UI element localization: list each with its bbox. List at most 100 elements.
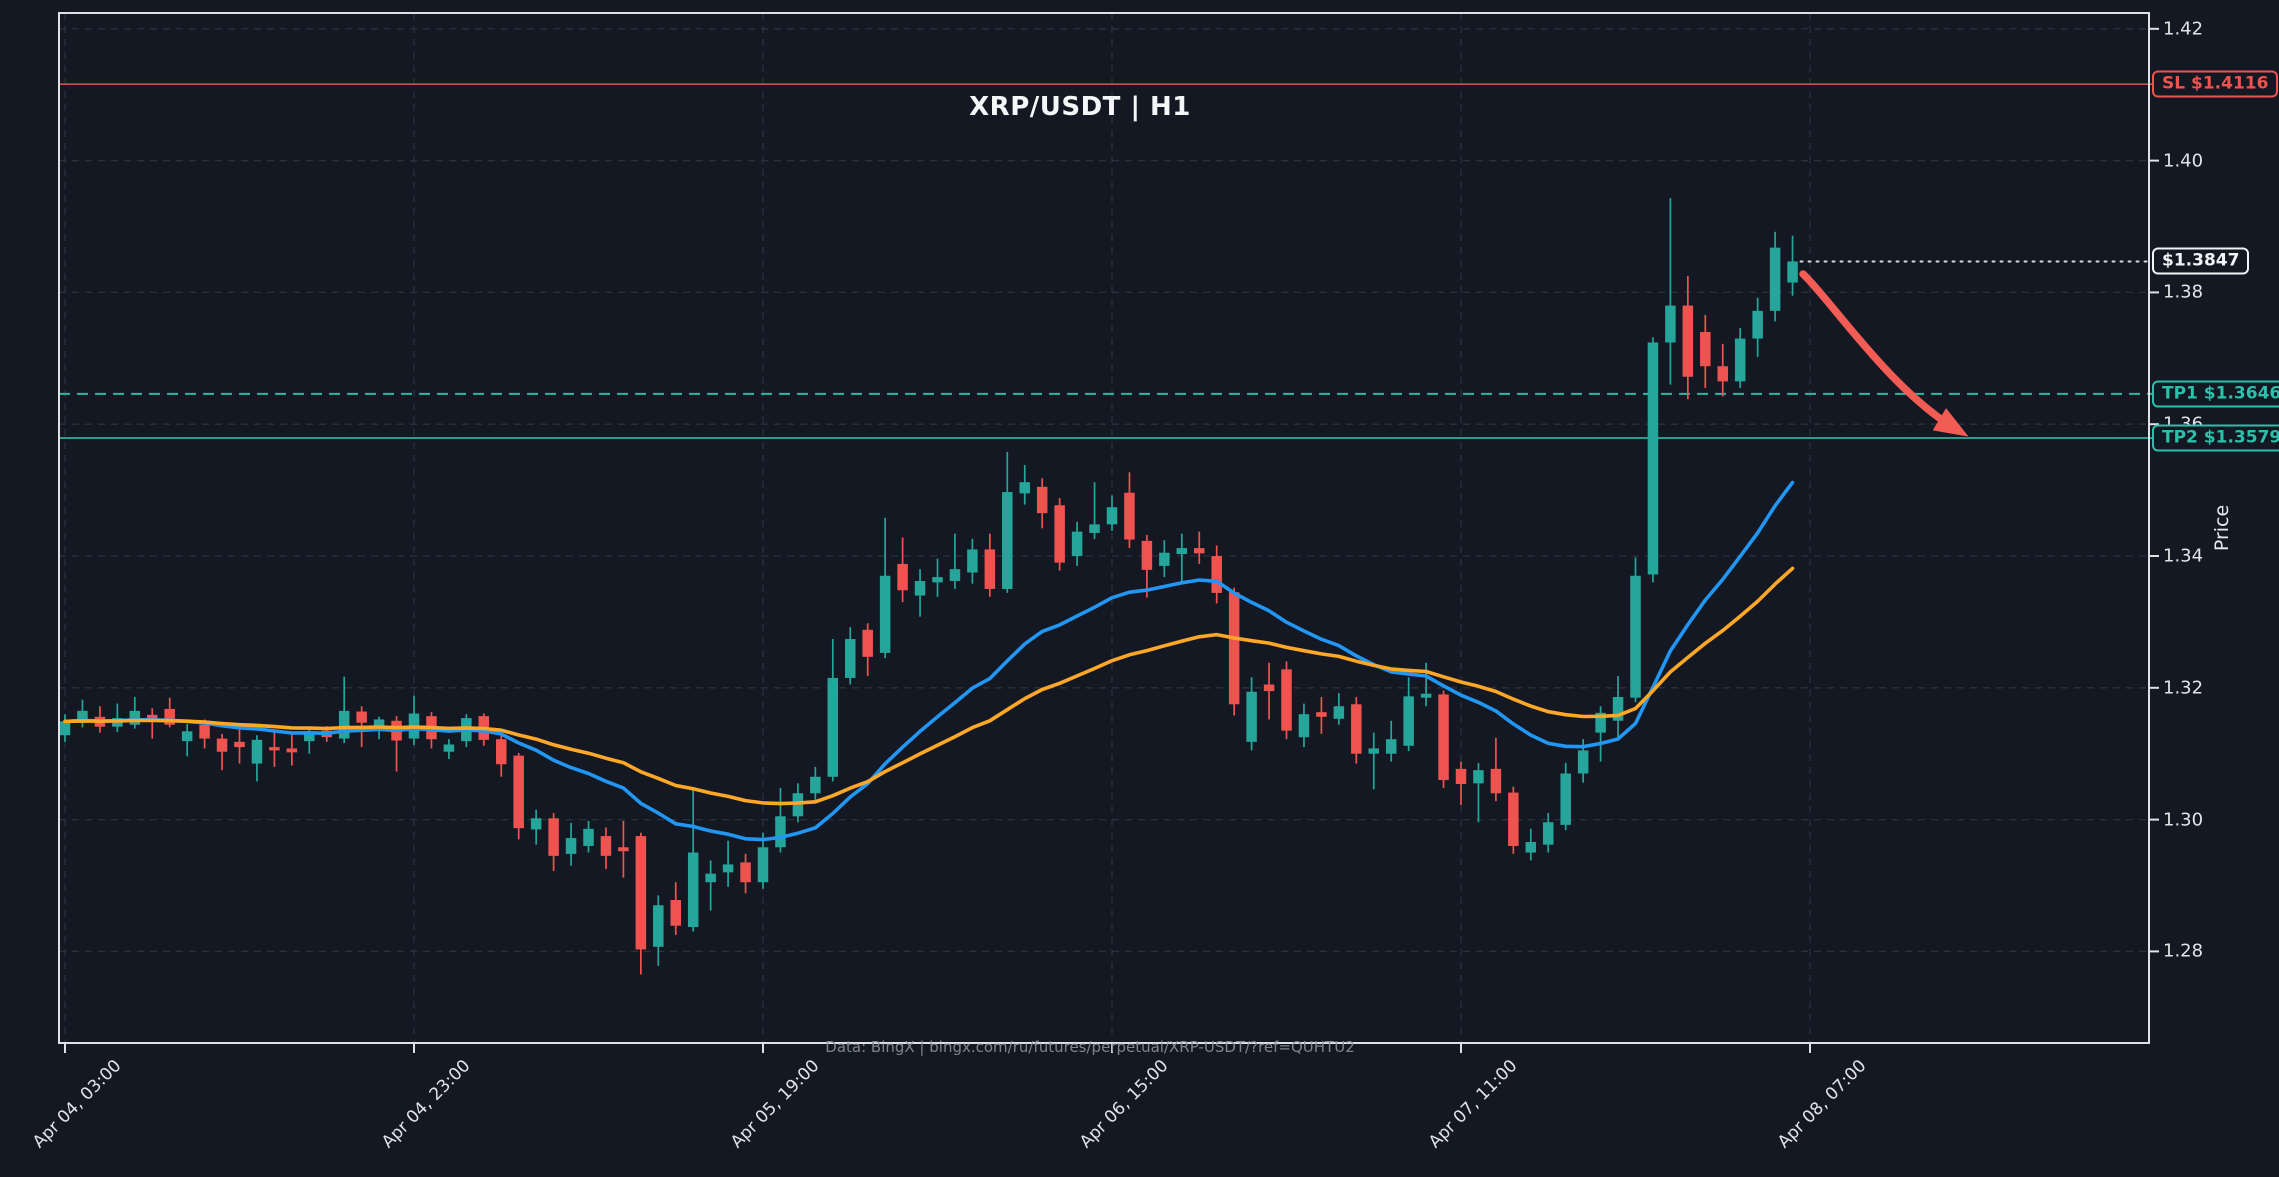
candle-body — [1106, 507, 1118, 525]
candle-body — [530, 818, 542, 830]
candle-body — [740, 862, 751, 883]
candle-body — [1543, 822, 1554, 845]
candle-body — [1071, 531, 1083, 557]
candle-body — [1281, 669, 1292, 731]
y-tick-label: 1.32 — [2163, 677, 2204, 699]
candle-body — [269, 747, 280, 751]
candle-body — [77, 710, 88, 723]
candle-body — [1089, 524, 1100, 533]
candle-body — [1176, 548, 1188, 555]
candle-body — [1717, 366, 1728, 382]
candle-body — [618, 847, 629, 852]
candle-body — [810, 776, 821, 794]
candle-body — [845, 639, 856, 678]
candle-body — [705, 873, 716, 883]
ema-fast-line — [63, 480, 1795, 842]
candle-body — [1787, 261, 1798, 283]
candle-body — [164, 708, 175, 725]
candles — [59, 198, 1798, 975]
candle-body — [129, 710, 141, 725]
candle-body — [251, 739, 263, 764]
candle-body — [496, 739, 507, 765]
candle-body — [286, 748, 298, 753]
candle-body — [1036, 486, 1048, 514]
y-tick-label: 1.30 — [2163, 809, 2204, 831]
stop-loss-label: SL $1.4116 — [2152, 70, 2279, 98]
candle-body — [356, 711, 367, 723]
candle-body — [932, 577, 943, 583]
ema-slow-line — [63, 566, 1795, 806]
candle-body — [1333, 706, 1345, 719]
candle-body — [1002, 492, 1013, 589]
candle-body — [914, 581, 926, 596]
candle-body — [1700, 331, 1711, 367]
candle-body — [1246, 691, 1257, 742]
current-price-label: $1.3847 — [2152, 247, 2250, 275]
y-tick-label: 1.28 — [2163, 940, 2204, 962]
candle-body — [1665, 305, 1676, 343]
candle-body — [827, 677, 839, 777]
candle-body — [304, 731, 315, 742]
y-tick-label: 1.34 — [2163, 545, 2204, 567]
candle-body — [216, 738, 228, 752]
y-tick-label: 1.38 — [2163, 281, 2204, 303]
candle-body — [600, 836, 612, 856]
candle-body — [1595, 712, 1606, 733]
candle-body — [548, 818, 559, 856]
candle-body — [513, 755, 524, 829]
candle-body — [1351, 704, 1362, 754]
candle-body — [338, 710, 350, 739]
candle-body — [1159, 552, 1170, 566]
candle-body — [757, 847, 769, 883]
candle-body — [234, 741, 245, 748]
arrow-head — [1932, 408, 1969, 437]
candle-body — [635, 836, 647, 950]
watermark-text: Data: BingX | bingx.com/ru/futures/perpe… — [825, 1038, 1355, 1056]
candle-body — [1734, 338, 1746, 382]
candle-body — [1403, 696, 1414, 746]
candle-body — [1228, 592, 1240, 705]
candle-body — [373, 719, 385, 731]
y-axis-label: Price — [2211, 504, 2233, 552]
indicator-1 — [63, 566, 1795, 806]
candle-body — [879, 575, 891, 653]
candle-body — [967, 549, 978, 573]
candle-body — [1054, 505, 1065, 563]
candle-body — [1560, 773, 1571, 825]
candle-body — [653, 905, 664, 947]
candle-body — [199, 724, 210, 739]
arrow-shaft — [1799, 270, 1961, 434]
candle-body — [1211, 556, 1222, 593]
candle-body — [1019, 482, 1030, 494]
candle-body — [1769, 247, 1781, 311]
candle-body — [670, 899, 681, 926]
y-tick-label: 1.42 — [2163, 18, 2204, 40]
candle-body — [565, 838, 577, 854]
candle-body — [1194, 548, 1205, 554]
projection-arrow — [1799, 270, 1969, 437]
candle-body — [59, 721, 71, 736]
y-tick-label: 1.40 — [2163, 150, 2204, 172]
candle-body — [1682, 305, 1694, 377]
candle-body — [984, 549, 996, 589]
candle-body — [1316, 712, 1327, 717]
candle-body — [949, 569, 961, 582]
candle-body — [1385, 739, 1397, 754]
level-lines — [59, 83, 2152, 440]
candle-body — [147, 714, 158, 721]
axes-spines — [58, 12, 2159, 1053]
candle-body — [1298, 714, 1310, 738]
candle-body — [583, 828, 594, 846]
candle-body — [1455, 768, 1467, 785]
candle-body — [1473, 770, 1484, 784]
candle-body — [1490, 768, 1502, 794]
candle-body — [897, 563, 908, 591]
candle-body — [181, 731, 193, 742]
candle-body — [687, 852, 699, 928]
candle-body — [1647, 342, 1659, 575]
candle-body — [1630, 575, 1641, 698]
chart-title: XRP/USDT | H1 — [969, 92, 1191, 122]
candle-body — [1263, 684, 1275, 692]
